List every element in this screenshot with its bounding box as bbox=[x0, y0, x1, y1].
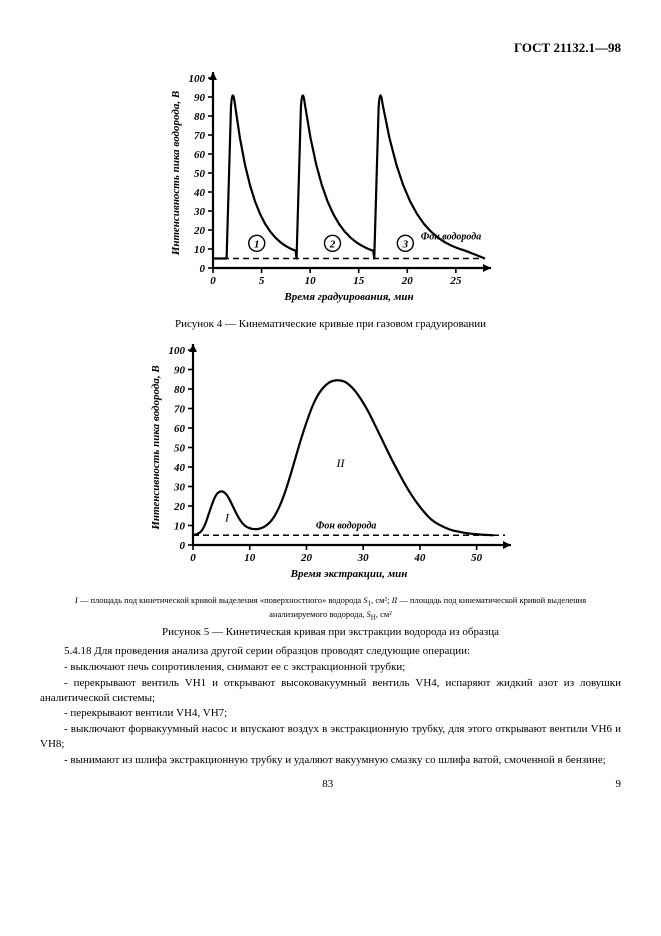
svg-text:90: 90 bbox=[174, 365, 186, 377]
svg-text:1: 1 bbox=[253, 238, 259, 250]
svg-text:0: 0 bbox=[190, 552, 196, 564]
figure-5-caption: Рисунок 5 — Кинетическая кривая при экст… bbox=[40, 626, 621, 638]
svg-text:20: 20 bbox=[173, 501, 186, 513]
svg-text:0: 0 bbox=[210, 275, 216, 287]
svg-text:100: 100 bbox=[188, 73, 205, 85]
svg-text:40: 40 bbox=[413, 552, 426, 564]
figure-5-legend: I — площадь под кинетической кривой выде… bbox=[60, 595, 601, 622]
svg-text:20: 20 bbox=[299, 552, 312, 564]
svg-text:15: 15 bbox=[353, 275, 365, 287]
figure-5-chart: 0 10 20 30 40 50 0 10 20 30 40 50 60 70 80 90 100 Время э… bbox=[40, 336, 621, 591]
svg-text:60: 60 bbox=[174, 423, 186, 435]
svg-text:90: 90 bbox=[194, 92, 206, 104]
svg-text:70: 70 bbox=[174, 404, 186, 416]
svg-text:40: 40 bbox=[193, 187, 206, 199]
page-num-center: 83 bbox=[40, 778, 621, 790]
svg-text:II: II bbox=[335, 456, 345, 470]
figure-4-caption: Рисунок 4 — Кинематические кривые при га… bbox=[40, 318, 621, 330]
body-item: - выключают печь сопротивления, снимают … bbox=[40, 660, 621, 675]
svg-text:3: 3 bbox=[401, 238, 408, 250]
svg-text:Время экстракции, мин: Время экстракции, мин bbox=[289, 568, 407, 580]
svg-text:30: 30 bbox=[193, 206, 206, 218]
svg-text:20: 20 bbox=[193, 225, 206, 237]
body-item: - перекрывают вентиль VH1 и открывают вы… bbox=[40, 676, 621, 706]
svg-text:10: 10 bbox=[244, 552, 256, 564]
page-num-right: 9 bbox=[616, 778, 622, 790]
svg-text:0: 0 bbox=[199, 263, 205, 275]
svg-text:I: I bbox=[224, 511, 230, 525]
svg-text:25: 25 bbox=[449, 275, 462, 287]
svg-text:50: 50 bbox=[194, 168, 206, 180]
svg-text:Фон водорода: Фон водорода bbox=[420, 232, 481, 243]
svg-text:2: 2 bbox=[328, 238, 335, 250]
svg-text:80: 80 bbox=[194, 111, 206, 123]
svg-text:0: 0 bbox=[179, 540, 185, 552]
svg-text:50: 50 bbox=[471, 552, 483, 564]
body-item: - вынимают из шлифа экстракционную трубк… bbox=[40, 753, 621, 768]
svg-text:80: 80 bbox=[174, 384, 186, 396]
svg-text:40: 40 bbox=[173, 462, 186, 474]
svg-text:10: 10 bbox=[304, 275, 316, 287]
svg-text:Время градуирования, мин: Время градуирования, мин bbox=[283, 291, 413, 303]
svg-text:10: 10 bbox=[174, 521, 186, 533]
svg-text:Интенсивность пика водорода, В: Интенсивность пика водорода, В bbox=[150, 365, 162, 530]
svg-text:50: 50 bbox=[174, 443, 186, 455]
doc-header: ГОСТ 21132.1—98 bbox=[40, 40, 621, 56]
svg-text:70: 70 bbox=[194, 130, 206, 142]
svg-text:20: 20 bbox=[400, 275, 413, 287]
body-item: - перекрывают вентили VH4, VH7; bbox=[40, 706, 621, 721]
svg-text:10: 10 bbox=[194, 244, 206, 256]
figure-4-chart: 0 5 10 15 20 25 0 10 20 30 40 50 60 70 80 90 100 Время гр… bbox=[40, 64, 621, 314]
svg-text:100: 100 bbox=[168, 345, 185, 357]
body-text: 5.4.18 Для проведения анализа другой сер… bbox=[40, 644, 621, 768]
page-footer: 9 83 bbox=[40, 778, 621, 790]
svg-text:Интенсивность пика водорода, В: Интенсивность пика водорода, В bbox=[170, 91, 182, 256]
svg-text:30: 30 bbox=[356, 552, 369, 564]
para-lead: 5.4.18 Для проведения анализа другой сер… bbox=[40, 644, 621, 659]
svg-text:5: 5 bbox=[258, 275, 264, 287]
svg-text:30: 30 bbox=[173, 482, 186, 494]
body-item: - выключают форвакуумный насос и впускаю… bbox=[40, 722, 621, 752]
svg-text:60: 60 bbox=[194, 149, 206, 161]
svg-text:Фон водорода: Фон водорода bbox=[315, 520, 376, 531]
